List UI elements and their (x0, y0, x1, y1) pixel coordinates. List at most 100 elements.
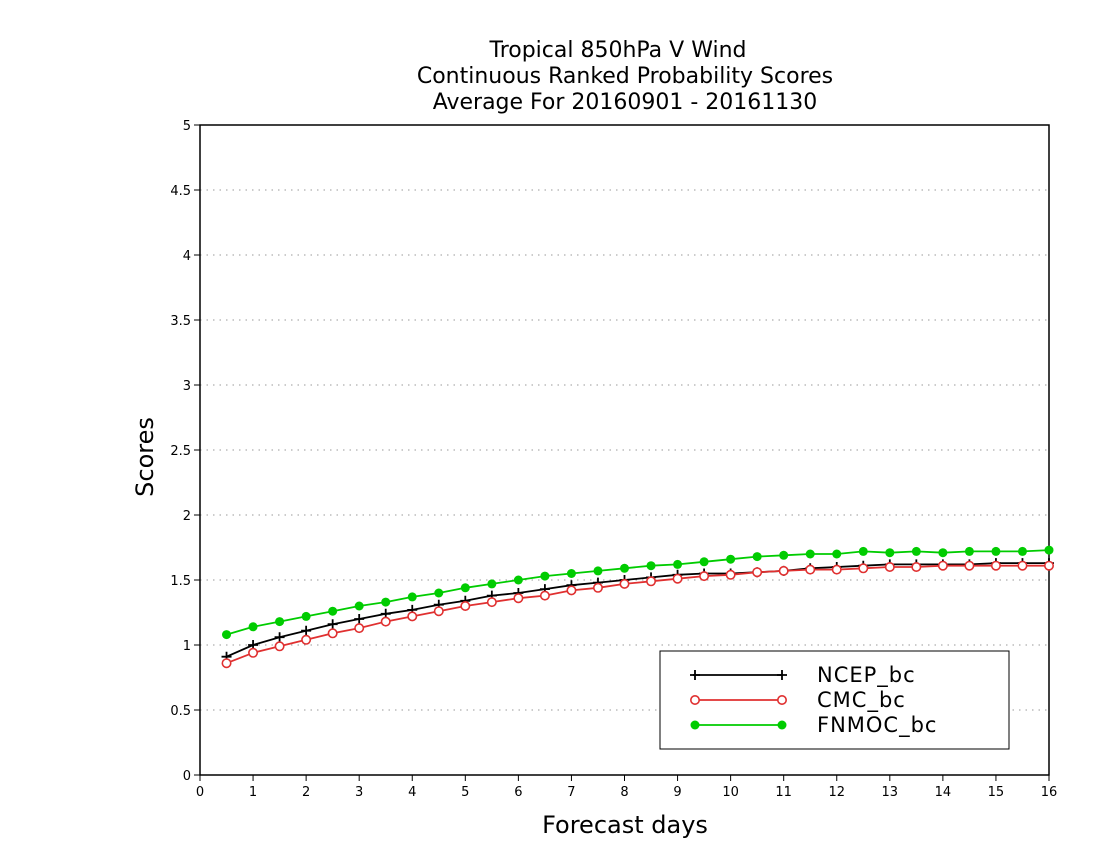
data-point (752, 567, 763, 578)
data-point (805, 549, 815, 559)
y-tick-label: 2.5 (170, 444, 191, 459)
data-point (380, 616, 391, 627)
data-point (884, 561, 895, 572)
data-point (592, 582, 603, 593)
data-point (274, 641, 285, 652)
data-point (832, 549, 842, 559)
data-point (672, 573, 683, 584)
series-line (226, 549, 1050, 636)
x-tick-label: 0 (196, 785, 204, 800)
legend-label: FNMOC_bc (817, 713, 937, 738)
data-point (513, 575, 523, 585)
x-tick-label: 10 (722, 785, 739, 800)
data-point (539, 590, 550, 601)
data-point (328, 606, 338, 616)
data-point (248, 622, 258, 632)
legend-label: NCEP_bc (817, 663, 916, 688)
data-point (381, 597, 391, 607)
data-point (327, 628, 338, 639)
data-point (460, 600, 471, 611)
legend-marker (689, 694, 700, 705)
x-tick-label: 16 (1041, 785, 1058, 800)
data-point (301, 634, 312, 645)
data-point (274, 632, 285, 643)
data-point (725, 569, 736, 580)
x-tick-label: 8 (620, 785, 628, 800)
x-tick-label: 11 (775, 785, 792, 800)
data-point (301, 625, 312, 636)
data-point (248, 647, 259, 658)
data-point (911, 561, 922, 572)
data-point (752, 552, 762, 562)
data-point (301, 611, 311, 621)
data-point (646, 576, 657, 587)
data-point (434, 588, 444, 598)
data-point (275, 617, 285, 627)
legend-entry: NCEP_bc (690, 663, 916, 688)
data-point (354, 623, 365, 634)
data-point (646, 561, 656, 571)
y-tick-label: 1 (183, 639, 191, 654)
y-tick-label: 0 (183, 769, 191, 784)
data-point (221, 658, 232, 669)
data-point (911, 546, 921, 556)
x-tick-label: 5 (461, 785, 469, 800)
data-point (566, 585, 577, 596)
data-point (620, 563, 629, 573)
series-fnmoc-bc (222, 545, 1054, 640)
x-tick-label: 12 (828, 785, 845, 800)
x-tick-label: 2 (302, 785, 310, 800)
y-axis-ticks: 0 0.5 1 1.5 2 2.5 3 3.5 4 4.5 5 (170, 119, 200, 784)
data-point (593, 566, 603, 576)
data-point (673, 559, 683, 569)
x-tick-label: 14 (935, 785, 952, 800)
data-point (858, 546, 868, 556)
y-tick-label: 3.5 (170, 314, 191, 329)
series-ncep-bc (221, 558, 1054, 662)
y-gridlines (200, 189, 1049, 711)
data-point (433, 606, 444, 617)
y-tick-label: 4.5 (170, 184, 191, 199)
title-line-3: Average For 20160901 - 20161130 (433, 90, 818, 115)
x-tick-label: 9 (673, 785, 681, 800)
title-line-1: Tropical 850hPa V Wind (488, 38, 746, 63)
y-tick-label: 4 (183, 249, 191, 264)
data-point (222, 630, 232, 640)
y-tick-label: 0.5 (170, 704, 191, 719)
data-point (486, 597, 497, 608)
title-line-2: Continuous Ranked Probability Scores (417, 64, 833, 89)
data-point (1044, 560, 1055, 571)
x-tick-label: 7 (567, 785, 575, 800)
legend-marker (776, 694, 787, 705)
x-tick-label: 1 (249, 785, 257, 800)
data-point (354, 601, 364, 611)
data-point (407, 592, 417, 602)
data-point (990, 560, 1001, 571)
data-point (619, 578, 630, 589)
data-point (938, 548, 948, 558)
y-tick-label: 3 (183, 379, 191, 394)
data-point (779, 550, 789, 560)
data-point (964, 560, 975, 571)
data-point (566, 569, 576, 578)
data-point (699, 571, 710, 582)
series-cmc-bc (221, 560, 1055, 669)
data-point (858, 563, 869, 574)
data-point (513, 593, 524, 604)
data-point (487, 579, 497, 589)
data-point (354, 614, 365, 624)
data-point (1044, 545, 1054, 555)
data-point (964, 546, 974, 556)
x-axis-label: Forecast days (542, 811, 708, 839)
data-point (1017, 560, 1028, 571)
data-point (407, 611, 418, 622)
data-point (937, 560, 948, 571)
legend-box (659, 650, 1010, 750)
legend-entry: CMC_bc (689, 688, 906, 713)
y-axis-label: Scores (131, 417, 159, 497)
data-point (726, 554, 736, 564)
legend-label: CMC_bc (817, 688, 906, 713)
legend-entry: FNMOC_bc (690, 713, 937, 738)
